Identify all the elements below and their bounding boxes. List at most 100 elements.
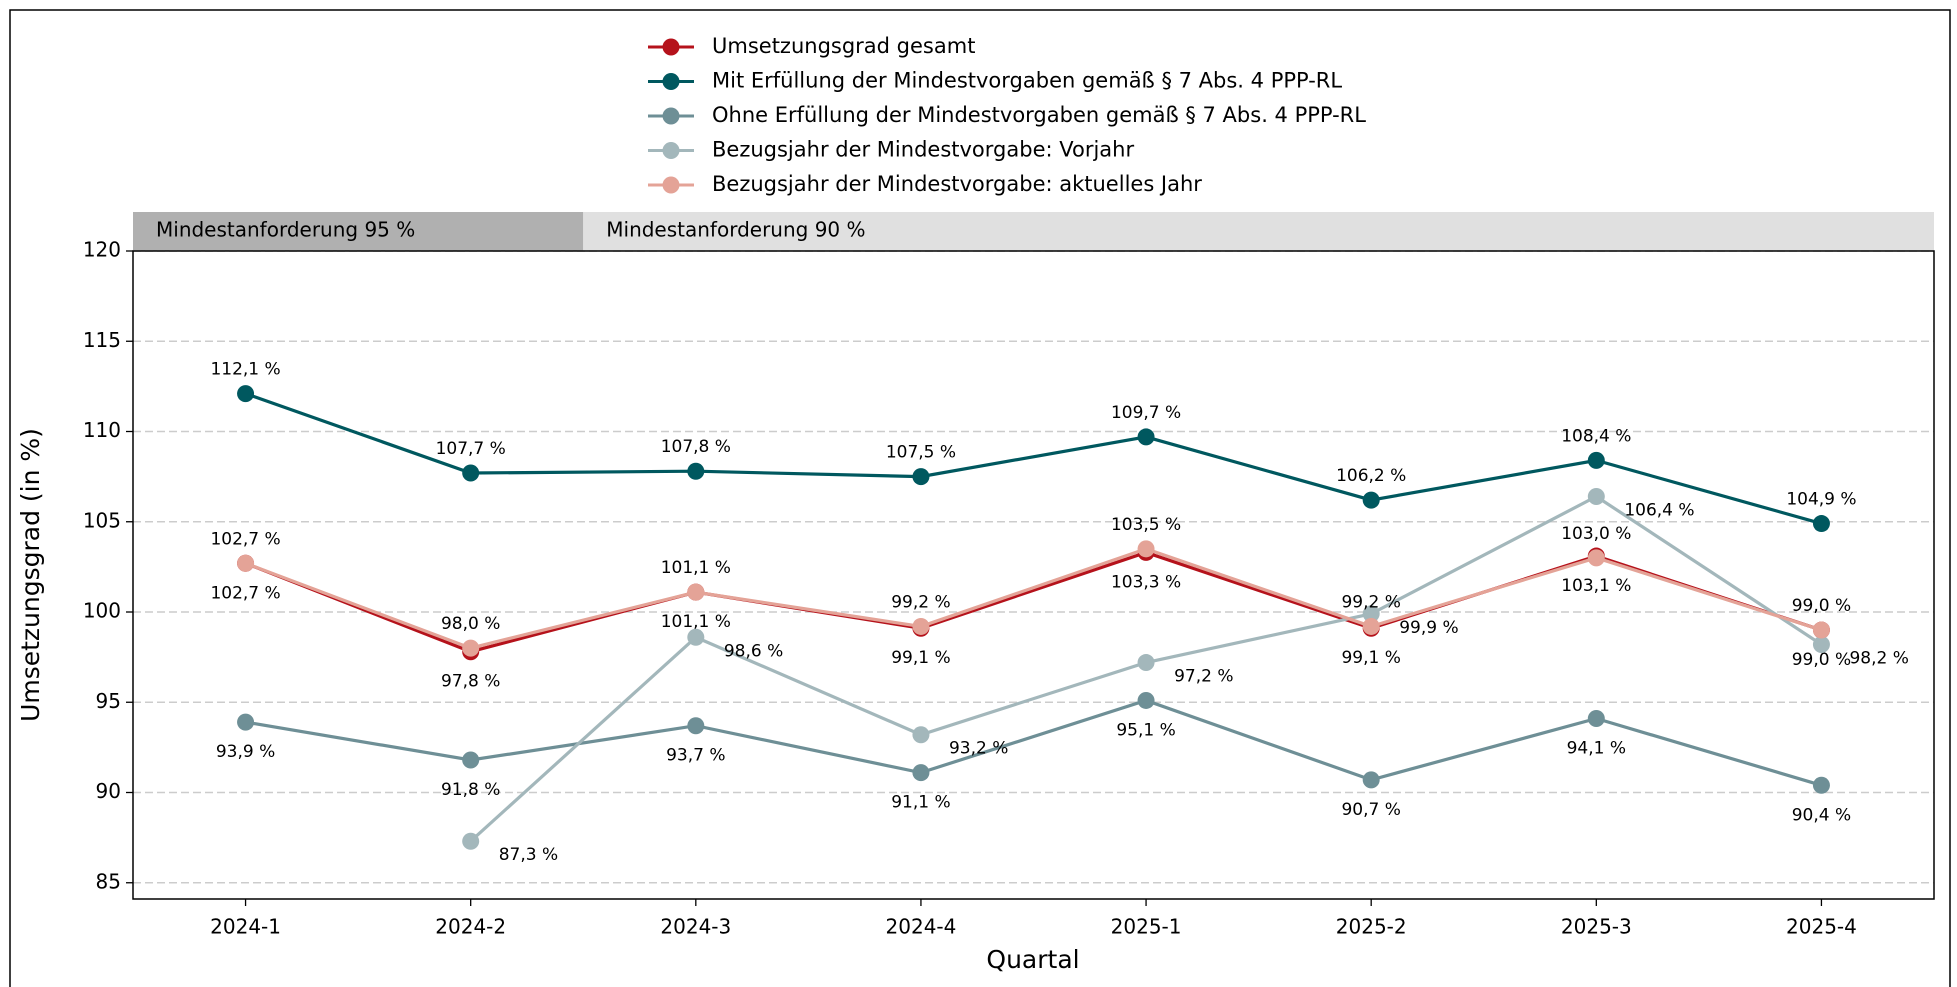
phase-band [133, 212, 584, 251]
series-line [244, 547, 1822, 650]
data-point [687, 628, 705, 646]
data-label: 109,7 % [1111, 403, 1181, 423]
data-label: 98,2 % [1849, 648, 1908, 668]
data-point [1137, 428, 1155, 446]
legend-label: Umsetzungsgrad gesamt [712, 34, 975, 58]
x-tick-label: 2024-2 [435, 915, 506, 939]
x-tick-label: 2025-1 [1111, 915, 1182, 939]
data-point [237, 713, 255, 731]
data-point [1812, 515, 1830, 533]
data-label: 98,0 % [441, 614, 500, 634]
y-tick-label: 115 [83, 328, 121, 352]
data-point [1587, 487, 1605, 505]
x-axis-label: Quartal [986, 945, 1079, 974]
data-label: 91,1 % [891, 793, 950, 813]
data-label: 108,4 % [1561, 426, 1631, 446]
data-point [687, 717, 705, 735]
data-point [1362, 491, 1380, 509]
legend-marker [662, 73, 680, 90]
data-point [1587, 451, 1605, 469]
data-point [462, 639, 480, 657]
y-tick-label: 85 [96, 869, 121, 893]
data-point [237, 554, 255, 572]
data-point [1587, 549, 1605, 567]
data-label: 107,7 % [436, 439, 506, 459]
data-label: 93,2 % [949, 739, 1008, 759]
y-tick-label: 95 [96, 689, 121, 713]
legend-marker [662, 142, 680, 159]
data-label: 99,2 % [1341, 592, 1400, 612]
legend-marker [662, 107, 680, 125]
data-point [462, 751, 480, 769]
x-tick-label: 2025-4 [1786, 915, 1857, 939]
data-label: 99,2 % [891, 592, 950, 612]
data-label: 87,3 % [499, 845, 558, 865]
series-line [245, 698, 1822, 787]
data-point [687, 583, 705, 601]
data-label: 99,9 % [1399, 618, 1458, 638]
x-tick-label: 2025-3 [1561, 915, 1632, 939]
data-label: 107,5 % [886, 443, 956, 463]
data-label: 91,8 % [441, 780, 500, 800]
data-point [462, 832, 480, 850]
data-label: 93,9 % [216, 742, 275, 762]
data-point [1812, 776, 1830, 794]
data-label: 103,5 % [1111, 515, 1181, 535]
data-label: 101,1 % [661, 612, 731, 632]
legend-label: Mit Erfüllung der Mindestvorgaben gemäß … [712, 69, 1342, 93]
data-label: 99,0 % [1792, 650, 1851, 670]
data-label: 106,2 % [1336, 466, 1406, 486]
data-point [912, 617, 930, 635]
legend-marker [662, 176, 680, 194]
y-axis-label: Umsetzungsgrad (in %) [16, 428, 45, 722]
data-point [1812, 621, 1830, 639]
data-label: 104,9 % [1786, 490, 1856, 510]
data-label: 106,4 % [1624, 500, 1694, 520]
data-point [687, 462, 705, 480]
data-label: 99,1 % [891, 648, 950, 668]
data-label: 90,4 % [1792, 805, 1851, 825]
data-label: 103,0 % [1561, 524, 1631, 544]
plot-area [132, 250, 1935, 900]
data-label: 107,8 % [661, 437, 731, 457]
data-point [462, 464, 480, 482]
data-label: 102,7 % [210, 529, 280, 549]
data-point [237, 385, 255, 403]
data-label: 103,3 % [1111, 572, 1181, 592]
data-point [1137, 540, 1155, 558]
data-point [1137, 691, 1155, 709]
phase-label: Mindestanforderung 90 % [606, 218, 865, 242]
y-tick-label: 100 [83, 599, 121, 623]
data-label: 102,7 % [210, 583, 280, 603]
data-point [1812, 635, 1830, 653]
data-label: 95,1 % [1116, 720, 1175, 740]
series-line [245, 392, 1822, 526]
data-point [1362, 605, 1380, 623]
data-label: 97,8 % [441, 672, 500, 692]
y-tick-label: 105 [83, 508, 121, 532]
data-label: 94,1 % [1567, 738, 1626, 758]
data-label: 101,1 % [661, 558, 731, 578]
data-label: 93,7 % [666, 746, 725, 766]
data-label: 112,1 % [210, 360, 280, 380]
data-point [1137, 654, 1155, 672]
phase-band [583, 212, 1934, 251]
data-point [912, 726, 930, 744]
data-label: 103,1 % [1561, 576, 1631, 596]
x-tick-label: 2025-2 [1336, 915, 1407, 939]
x-tick-label: 2024-4 [886, 915, 957, 939]
y-tick-label: 90 [96, 779, 121, 803]
phase-label: Mindestanforderung 95 % [156, 218, 415, 242]
legend-marker [662, 38, 680, 56]
data-point [1587, 709, 1605, 727]
series-line [244, 550, 1822, 654]
legend-label: Bezugsjahr der Mindestvorgabe: aktuelles… [712, 172, 1202, 196]
data-label: 90,7 % [1341, 800, 1400, 820]
data-label: 99,0 % [1792, 596, 1851, 616]
legend-label: Ohne Erfüllung der Mindestvorgaben gemäß… [712, 103, 1366, 127]
data-point [912, 468, 930, 486]
legend-label: Bezugsjahr der Mindestvorgabe: Vorjahr [712, 138, 1134, 162]
data-label: 99,1 % [1341, 648, 1400, 668]
data-label: 97,2 % [1174, 667, 1233, 687]
